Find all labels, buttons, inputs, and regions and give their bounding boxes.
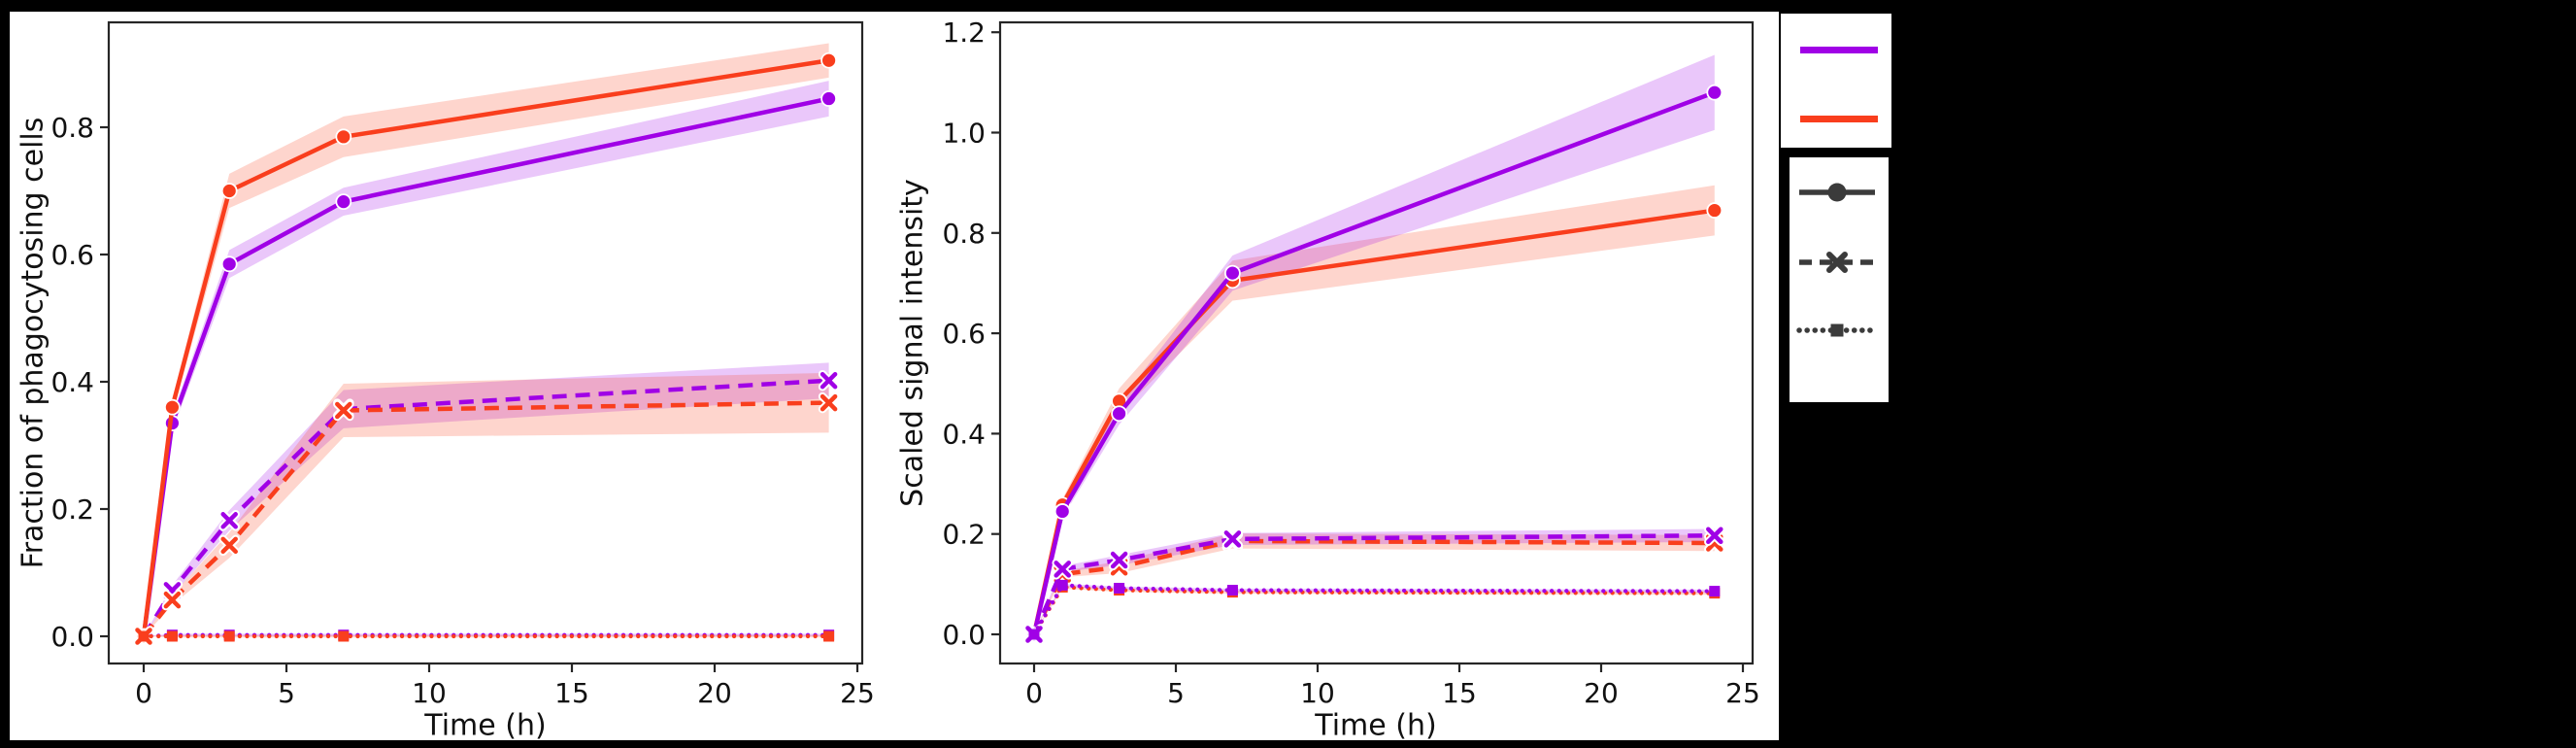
y-tick-label: 0.8 (50, 112, 94, 144)
y-tick-label: 0.0 (50, 621, 94, 653)
y-tick-label: 0.2 (942, 519, 986, 551)
x-tick-label: 0 (135, 677, 152, 709)
square-marker-point-3 (338, 630, 350, 642)
y-tick-label: 0.2 (50, 493, 94, 526)
right-chart-x-axis-label: Time (h) (1315, 708, 1437, 743)
legend-style-row-dotted-line-square-marker (1796, 323, 1878, 337)
purple-dotted-square-line (1031, 583, 1717, 637)
circle-marker-point-4 (1706, 202, 1723, 219)
y-tick-label: 0.6 (50, 239, 94, 271)
square-marker-point-3 (1226, 585, 1238, 596)
x-marker-point-2 (1110, 551, 1128, 569)
square-marker-point-4 (1709, 586, 1721, 597)
x-tick-label: 15 (1442, 677, 1477, 709)
orange-dotted-square-line (1031, 585, 1717, 637)
circle-marker-point-1 (163, 398, 181, 416)
legend-circle-marker (1827, 183, 1847, 202)
circle-marker-point-3 (1224, 264, 1241, 282)
square-marker-point-4 (823, 630, 835, 642)
square-marker-point-2 (223, 630, 235, 642)
x-tick-label: 20 (697, 677, 732, 709)
circle-marker-point-2 (220, 183, 238, 199)
left-chart-x-axis-label: Time (h) (424, 708, 547, 743)
legend-series-colors (1781, 14, 1891, 148)
x-tick-label: 5 (278, 677, 295, 709)
left-chart: 0 5 10 15 20 25 0.0 0.2 0.4 0.6 0.8 (50, 20, 875, 709)
y-tick-label: 0.4 (942, 418, 986, 450)
circle-marker-point-3 (335, 193, 352, 211)
x-marker-point-1 (1054, 561, 1071, 578)
legend-x-marker (1826, 252, 1848, 273)
y-tick-label: 1.0 (942, 118, 986, 150)
purple-solid-circle-band (144, 81, 829, 636)
circle-marker-point-4 (820, 90, 837, 107)
right-chart-y-axis-label: Scaled signal intensity (895, 179, 930, 507)
x-marker-point-2 (220, 536, 238, 555)
x-marker-point-2 (220, 512, 238, 529)
y-tick-label: 1.2 (942, 17, 986, 49)
purple-dashed-x-band (144, 362, 829, 636)
x-tick-label: 0 (1025, 677, 1043, 709)
legend-orange-line-swatch (1800, 116, 1878, 122)
axes-spines (107, 20, 864, 665)
orange-dashed-x-band (1034, 533, 1715, 634)
circle-marker-point-3 (335, 128, 352, 146)
legend-square-marker (1830, 323, 1844, 337)
x-tick-label: 25 (1725, 677, 1760, 709)
x-marker-point-4 (820, 393, 838, 412)
figure-background (10, 12, 1779, 740)
x-marker-point-3 (1223, 530, 1242, 548)
square-marker-point-0 (1028, 629, 1040, 640)
x-marker-point-1 (163, 591, 182, 609)
x-tick-label: 10 (412, 677, 447, 709)
circle-marker-point-2 (1111, 405, 1127, 423)
x-tick-label: 25 (840, 677, 875, 709)
circle-marker-point-4 (1706, 84, 1723, 101)
square-marker-point-1 (1056, 579, 1068, 591)
x-tick-label: 5 (1167, 677, 1185, 709)
legend-line-styles-svg (1796, 183, 1878, 337)
circle-marker-point-4 (820, 51, 837, 69)
orange-solid-circle-line (141, 58, 829, 637)
legend-purple-line-swatch (1800, 47, 1878, 53)
legend-line-styles-box (1786, 153, 1892, 406)
orange-solid-circle-band (1034, 185, 1715, 635)
y-tick-label: 0.8 (942, 218, 986, 250)
purple-dashed-x-band (1034, 528, 1715, 634)
left-chart-y-axis-label: Fraction of phagocytosing cells (16, 117, 50, 569)
x-marker-point-4 (820, 371, 838, 390)
square-marker-point-1 (166, 630, 178, 642)
x-marker-point-3 (335, 401, 352, 420)
x-marker-point-4 (1706, 527, 1723, 544)
legend-style-row-dashed-line-x-marker (1799, 252, 1875, 273)
axes-spines (998, 20, 1755, 665)
circle-marker-point-2 (220, 255, 238, 273)
x-tick-label: 10 (1300, 677, 1335, 709)
square-marker-point-2 (1114, 582, 1125, 594)
y-tick-label: 0.6 (942, 318, 986, 350)
right-chart: 0 5 10 15 20 25 0.0 0.2 0.4 0.6 0.8 1.0 1.2 (942, 17, 1759, 709)
y-tick-label: 0.0 (942, 619, 986, 651)
square-marker-point-0 (138, 630, 150, 642)
circle-marker-point-1 (1054, 503, 1071, 520)
x-tick-label: 15 (554, 677, 589, 709)
y-tick-label: 0.4 (50, 366, 94, 398)
x-tick-label: 20 (1584, 677, 1619, 709)
legend-style-row-solid-line-circle-marker (1799, 183, 1875, 202)
